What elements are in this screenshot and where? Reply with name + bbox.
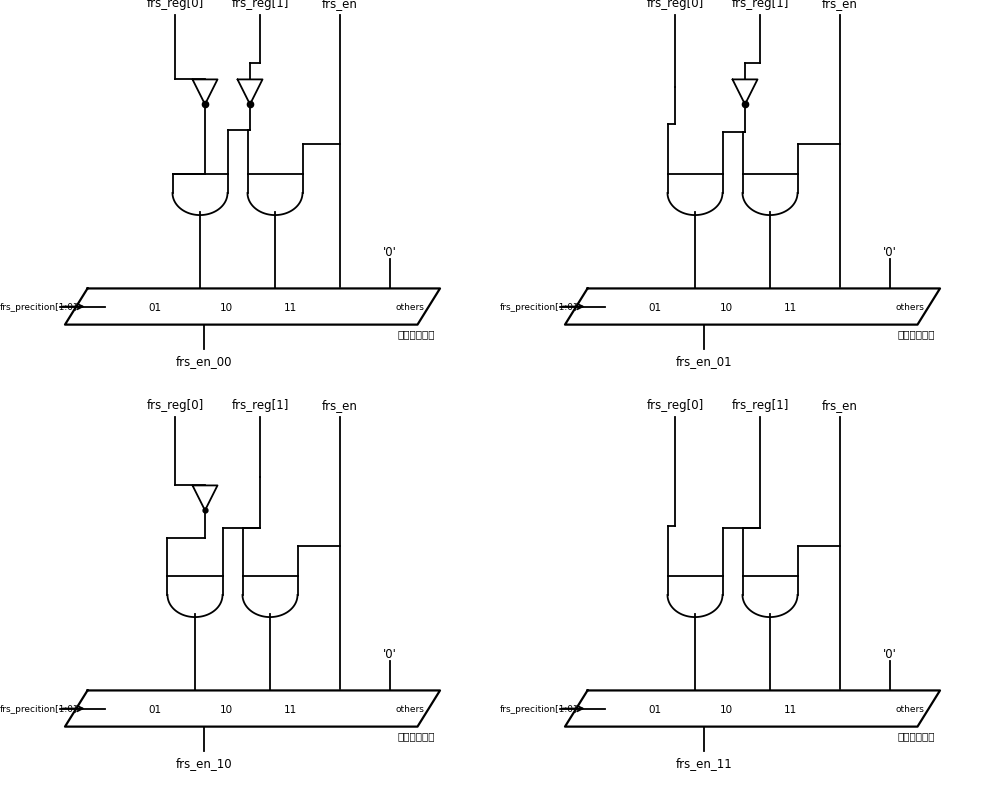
Text: 四选一选择器: 四选一选择器 <box>898 328 935 338</box>
Polygon shape <box>65 691 440 727</box>
Text: frs_reg[0]: frs_reg[0] <box>146 0 204 10</box>
Text: frs_en: frs_en <box>822 398 858 411</box>
Text: frs_precition[1:0]: frs_precition[1:0] <box>0 704 78 713</box>
Text: 四选一选择器: 四选一选择器 <box>898 730 935 740</box>
Text: frs_reg[1]: frs_reg[1] <box>231 0 289 10</box>
Text: frs_en: frs_en <box>822 0 858 10</box>
Text: 11: 11 <box>283 703 297 714</box>
Text: 10: 10 <box>720 703 733 714</box>
Text: frs_en_11: frs_en_11 <box>675 756 732 768</box>
Text: 四选一选择器: 四选一选择器 <box>398 730 435 740</box>
Text: others: others <box>396 704 424 713</box>
Text: frs_en_10: frs_en_10 <box>175 756 232 768</box>
Text: frs_precition[1:0]: frs_precition[1:0] <box>500 303 578 312</box>
Text: frs_precition[1:0]: frs_precition[1:0] <box>500 704 578 713</box>
Text: frs_reg[0]: frs_reg[0] <box>646 0 704 10</box>
Text: 11: 11 <box>283 302 297 312</box>
Text: others: others <box>896 704 924 713</box>
Text: '0': '0' <box>883 246 897 259</box>
Text: frs_en_00: frs_en_00 <box>176 354 232 367</box>
Polygon shape <box>565 289 940 325</box>
Text: frs_precition[1:0]: frs_precition[1:0] <box>0 303 78 312</box>
Text: frs_reg[1]: frs_reg[1] <box>731 398 789 411</box>
Text: others: others <box>896 303 924 312</box>
Text: frs_reg[1]: frs_reg[1] <box>731 0 789 10</box>
Text: 10: 10 <box>220 703 233 714</box>
Text: frs_reg[0]: frs_reg[0] <box>146 398 204 411</box>
Text: 01: 01 <box>148 703 162 714</box>
Text: 11: 11 <box>783 302 797 312</box>
Text: '0': '0' <box>383 246 397 259</box>
Text: 01: 01 <box>648 302 662 312</box>
Text: 10: 10 <box>720 302 733 312</box>
Text: '0': '0' <box>883 647 897 660</box>
Text: 01: 01 <box>648 703 662 714</box>
Polygon shape <box>565 691 940 727</box>
Text: frs_en_01: frs_en_01 <box>675 354 732 367</box>
Polygon shape <box>65 289 440 325</box>
Text: 四选一选择器: 四选一选择器 <box>398 328 435 338</box>
Text: frs_en: frs_en <box>322 0 358 10</box>
Text: '0': '0' <box>383 647 397 660</box>
Text: others: others <box>396 303 424 312</box>
Text: 10: 10 <box>220 302 233 312</box>
Text: frs_reg[1]: frs_reg[1] <box>231 398 289 411</box>
Text: frs_reg[0]: frs_reg[0] <box>646 398 704 411</box>
Text: frs_en: frs_en <box>322 398 358 411</box>
Text: 01: 01 <box>148 302 162 312</box>
Text: 11: 11 <box>783 703 797 714</box>
